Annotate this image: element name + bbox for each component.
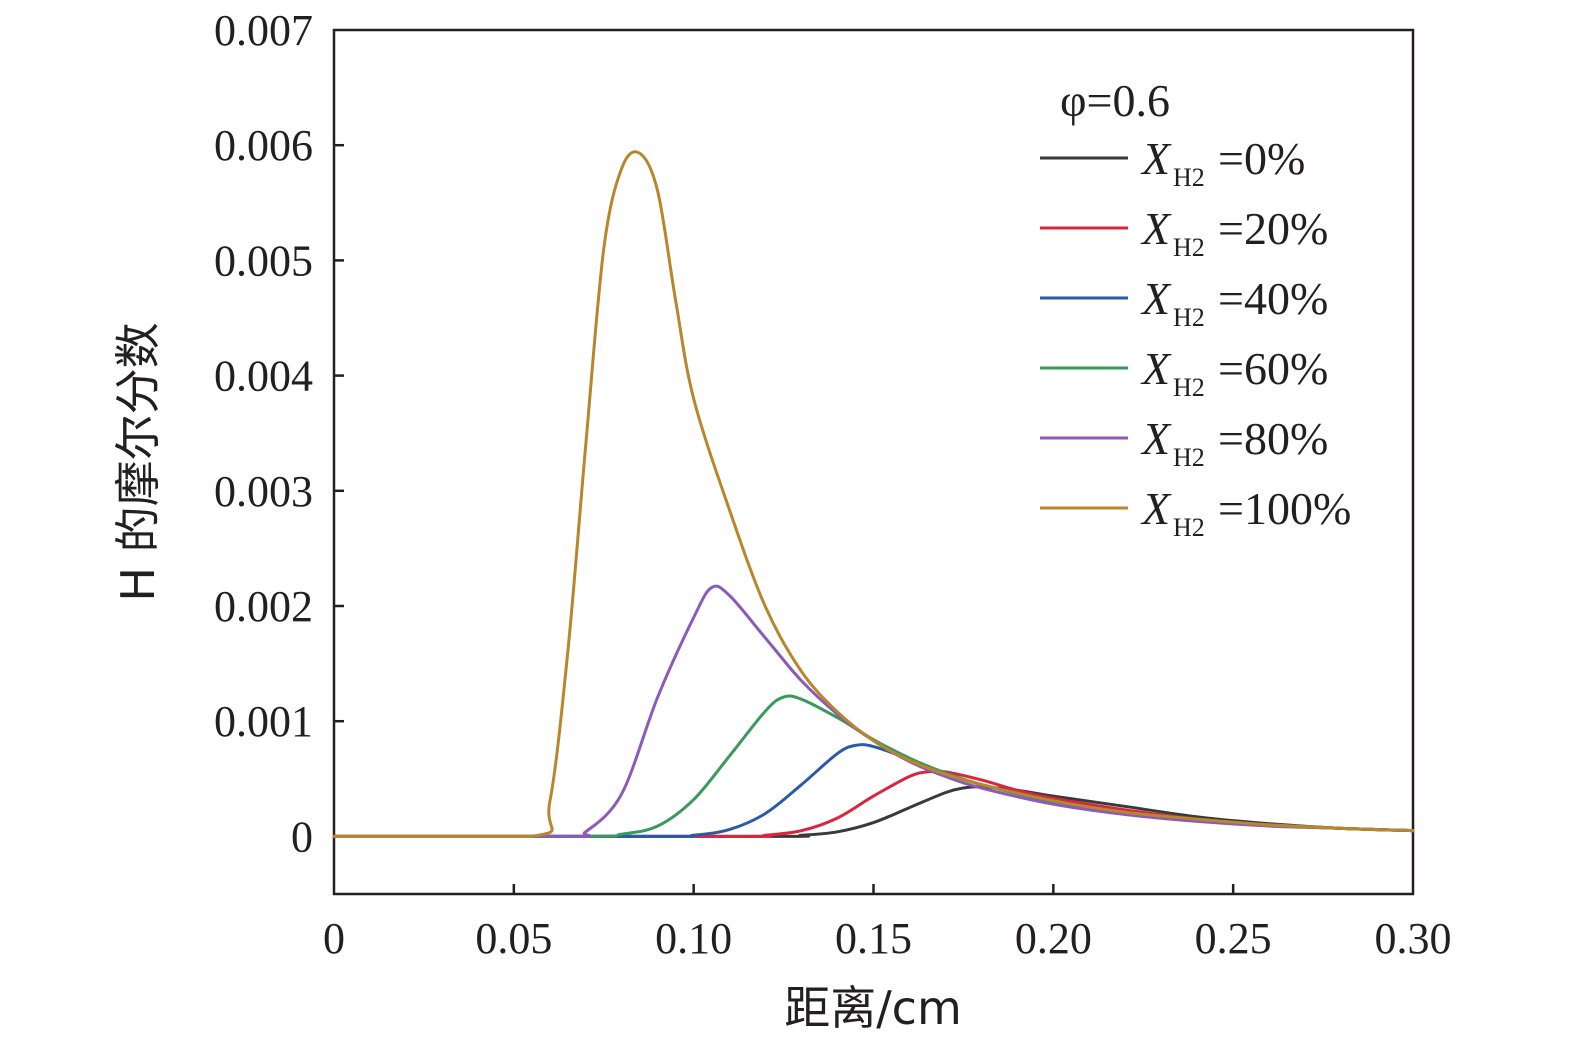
legend-label-sub: H2 [1173,443,1205,472]
x-tick-label: 0.20 [1015,914,1092,963]
legend-label-sub: H2 [1173,373,1205,402]
legend-label-value: =20% [1218,203,1328,254]
x-tick-label: 0 [323,914,345,963]
x-axis-title: 距离/cm [784,981,962,1035]
x-tick-label: 0.05 [475,914,552,963]
legend-title: φ=0.6 [1060,75,1170,126]
y-tick-label: 0.006 [214,121,313,170]
legend-label-value: =0% [1218,133,1305,184]
y-tick-label: 0.002 [214,582,313,631]
y-tick-label: 0.004 [214,352,313,401]
legend-label-value: =60% [1218,343,1328,394]
legend-label-value: =100% [1218,483,1351,534]
legend-label-value: =40% [1218,273,1328,324]
series-line-5 [332,150,1415,838]
y-tick-label: 0.005 [214,236,313,285]
x-tick-label: 0.25 [1195,914,1272,963]
x-tick-label: 0.15 [835,914,912,963]
legend-label-value: =80% [1218,413,1328,464]
x-tick-label: 0.30 [1375,914,1452,963]
legend-label-sub: H2 [1173,233,1205,262]
legend-label-var: X [1140,413,1172,464]
series-line-0 [332,785,1415,838]
series-line-3 [332,694,1415,838]
y-tick-label: 0 [291,812,313,861]
legend: φ=0.6 X H2 =0%X H2 =20%X H2 =40%X H2 =60%X H2 =80%… [1040,75,1351,542]
y-tick-label: 0.007 [214,6,313,55]
y-tick-label: 0.001 [214,697,313,746]
legend-label-var: X [1140,133,1172,184]
x-tick-label: 0.10 [655,914,732,963]
x-tick-labels: 0 0.05 0.10 0.15 0.20 0.25 0.30 [323,914,1452,963]
legend-label-sub: H2 [1173,163,1205,192]
series-lines [332,150,1415,838]
y-tick-labels: 0 0.001 0.002 0.003 0.004 0.005 0.006 0.007 [214,6,313,861]
series-line-1 [332,769,1415,838]
legend-label-var: X [1140,343,1172,394]
legend-label-var: X [1140,203,1172,254]
legend-label-var: X [1140,483,1172,534]
legend-label-sub: H2 [1173,303,1205,332]
tick-marks [334,143,1235,894]
y-tick-label: 0.003 [214,467,313,516]
series-line-4 [332,584,1415,838]
legend-label-var: X [1140,273,1172,324]
y-axis-title: H 的摩尔分数 [111,322,165,601]
legend-label-sub: H2 [1173,513,1205,542]
